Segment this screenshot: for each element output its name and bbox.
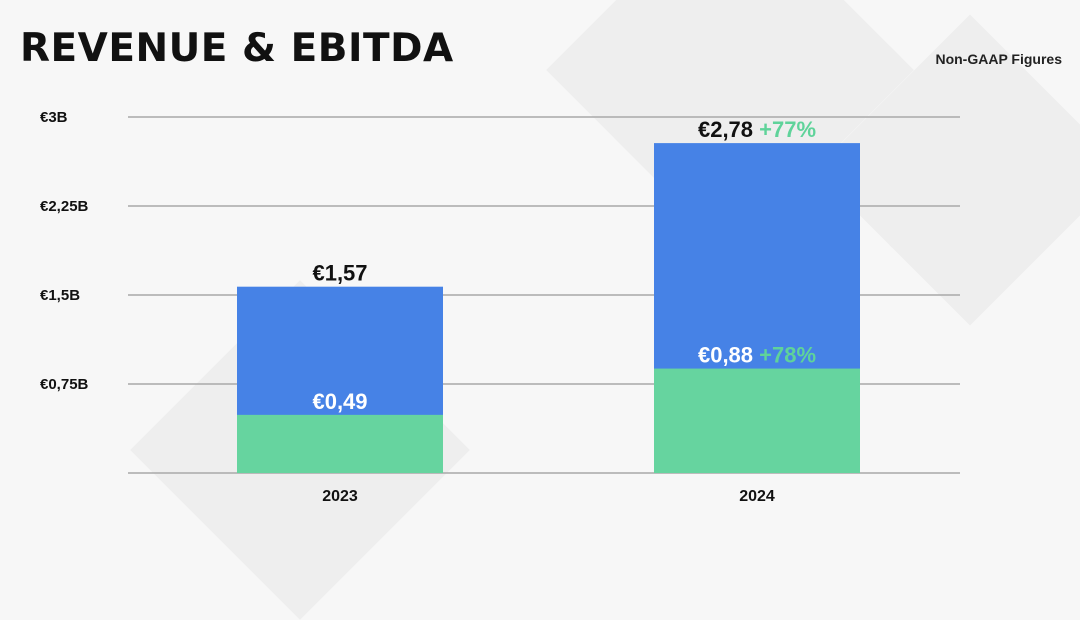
revenue-data-label: €1,57 — [312, 261, 367, 286]
ebitda-data-label: €0,88 +78% — [698, 343, 816, 368]
x-tick-label: 2024 — [739, 488, 775, 505]
y-tick-label: €2,25B — [40, 198, 89, 215]
x-tick-label: 2023 — [322, 488, 358, 505]
y-tick-label: €0,75B — [40, 376, 89, 393]
revenue-growth: +77% — [753, 117, 816, 142]
chart-subtitle: Non-GAAP Figures — [935, 51, 1062, 67]
revenue-value: €2,78 — [698, 117, 753, 142]
revenue-data-label: €2,78 +77% — [698, 117, 816, 142]
revenue-ebitda-chart: €0,75B €1,5B €2,25B €3B €1,57 €0,49 2023 €2,78 … — [40, 109, 960, 505]
ebitda-growth: +78% — [753, 343, 816, 368]
ebitda-value: €0,88 — [698, 343, 753, 368]
ebitda-value: €0,49 — [312, 389, 367, 414]
ebitda-data-label: €0,49 — [312, 389, 367, 414]
revenue-value: €1,57 — [312, 261, 367, 286]
ebitda-bar — [237, 414, 443, 473]
chart-title: REVENUE & EBITDA — [20, 26, 454, 71]
y-tick-label: €1,5B — [40, 287, 80, 304]
ebitda-bar — [654, 368, 860, 473]
y-tick-label: €3B — [40, 109, 68, 126]
